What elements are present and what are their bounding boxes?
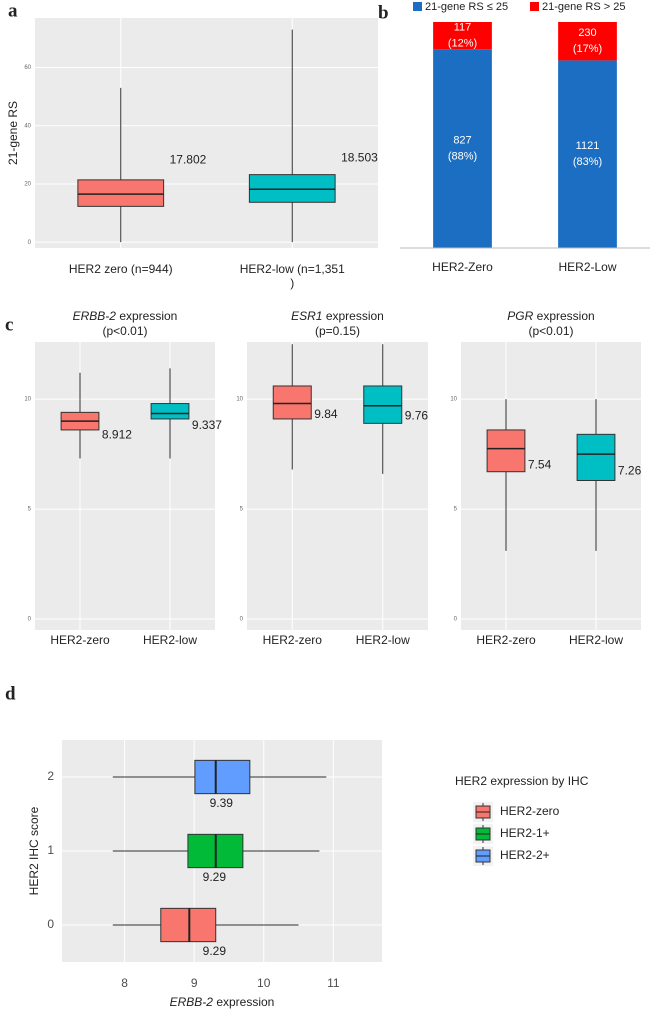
panel-label: a [8, 0, 18, 21]
y-tick-label: 0 [47, 917, 54, 931]
value-label: (88%) [448, 150, 477, 162]
x-tick-label: HER2 zero (n=944) [68, 262, 173, 276]
mean-label: 7.54 [528, 457, 552, 471]
y-tick-label: 5 [240, 507, 244, 513]
panel-subtitle: (p<0.01) [102, 324, 147, 338]
title-italic: ERBB-2 [73, 309, 117, 323]
plot-background [35, 342, 215, 630]
plot-background [247, 342, 428, 630]
y-tick-label: 5 [28, 507, 32, 513]
x-title-italic: ERBB-2 [170, 995, 214, 1009]
panel-title: ESR1 expression [291, 309, 384, 323]
count-label: 230 [578, 27, 596, 39]
mean-label: 9.29 [203, 944, 227, 958]
mean-label: 17.802 [170, 153, 207, 167]
box [486, 429, 526, 473]
x-tick-label: 9 [191, 976, 198, 990]
box [160, 907, 217, 943]
legend-swatch [413, 2, 422, 11]
y-tick-label: 5 [454, 507, 458, 513]
mean-label: 8.912 [102, 427, 132, 441]
count-label: 1121 [576, 140, 600, 152]
title-italic: ESR1 [291, 309, 322, 323]
panel-label: c [5, 314, 13, 335]
y-tick-label: 20 [24, 182, 31, 188]
legend-label: HER2-1+ [500, 826, 550, 840]
y-tick-label: 1 [47, 843, 54, 857]
x-tick-label: HER2-Low [558, 260, 616, 274]
y-axis-title: HER2 IHC score [27, 806, 41, 895]
plot-background [35, 18, 378, 248]
value-label: (83%) [573, 156, 602, 168]
mean-label: 9.29 [203, 870, 227, 884]
x-tick-label: HER2-Zero [432, 260, 493, 274]
panel-label: d [5, 683, 16, 704]
x-tick-label: 8 [121, 976, 128, 990]
box [576, 433, 616, 482]
x-tick-label: HER2-low [355, 633, 410, 647]
value-label: (17%) [573, 43, 602, 55]
x-title-text: expression [213, 995, 274, 1009]
mean-label: 7.26 [618, 464, 642, 478]
y-tick-label: 10 [24, 397, 31, 403]
box [363, 385, 403, 424]
panel-label: b [378, 2, 389, 23]
y-tick-label: 60 [24, 65, 31, 71]
mean-label: 9.39 [210, 796, 234, 810]
x-tick-label: HER2-zero [262, 633, 322, 647]
mean-label: 9.84 [314, 407, 338, 421]
y-tick-label: 40 [24, 123, 31, 129]
panel-title: ERBB-2 expression [73, 309, 178, 323]
panel-subtitle: (p<0.01) [528, 324, 573, 338]
count-label: 117 [454, 21, 472, 33]
x-tick-label: HER2-low [142, 633, 197, 647]
x-tick-label: 10 [257, 976, 271, 990]
bar-segment [558, 60, 617, 248]
y-tick-label: 10 [236, 397, 243, 403]
panel-title: PGR expression [507, 309, 594, 323]
x-tick-label: HER2-low [568, 633, 623, 647]
title-text: expression [322, 309, 383, 323]
box [77, 179, 165, 207]
y-tick-label: 0 [240, 617, 244, 623]
legend-swatch [530, 2, 539, 11]
y-tick-label: 0 [28, 617, 32, 623]
legend-label: 21-gene RS ≤ 25 [425, 1, 508, 13]
bar-segment [433, 22, 492, 50]
mean-label: 18.503 [341, 150, 378, 164]
y-tick-label: 10 [450, 397, 457, 403]
box [272, 385, 312, 420]
legend-label: 21-gene RS > 25 [542, 1, 625, 13]
panel-subtitle: (p=0.15) [315, 324, 360, 338]
legend-label: HER2-2+ [500, 848, 550, 862]
title-text: expression [533, 309, 594, 323]
bar-segment [558, 22, 617, 61]
bar-segment [433, 49, 492, 249]
y-tick-label: 0 [28, 240, 32, 246]
plot-background [461, 342, 641, 630]
legend-label: HER2-zero [500, 804, 560, 818]
box [194, 759, 251, 795]
y-tick-label: 0 [454, 617, 458, 623]
legend-title: HER2 expression by IHC [455, 774, 589, 788]
mean-label: 9.337 [192, 418, 222, 432]
value-label: (12%) [448, 37, 477, 49]
x-tick-label: HER2-zero [50, 633, 110, 647]
y-tick-label: 2 [47, 769, 54, 783]
x-tick-label: HER2-zero [476, 633, 536, 647]
count-label: 827 [453, 134, 471, 146]
x-tick-label: 11 [327, 976, 340, 990]
y-axis-title: 21-gene RS [6, 101, 20, 165]
x-axis-title: ERBB-2 expression [170, 995, 275, 1009]
x-tick-label: HER2-low (n=1,351 ) [239, 262, 345, 290]
mean-label: 9.76 [405, 409, 429, 423]
title-text: expression [116, 309, 177, 323]
title-italic: PGR [507, 309, 533, 323]
box [150, 403, 190, 420]
